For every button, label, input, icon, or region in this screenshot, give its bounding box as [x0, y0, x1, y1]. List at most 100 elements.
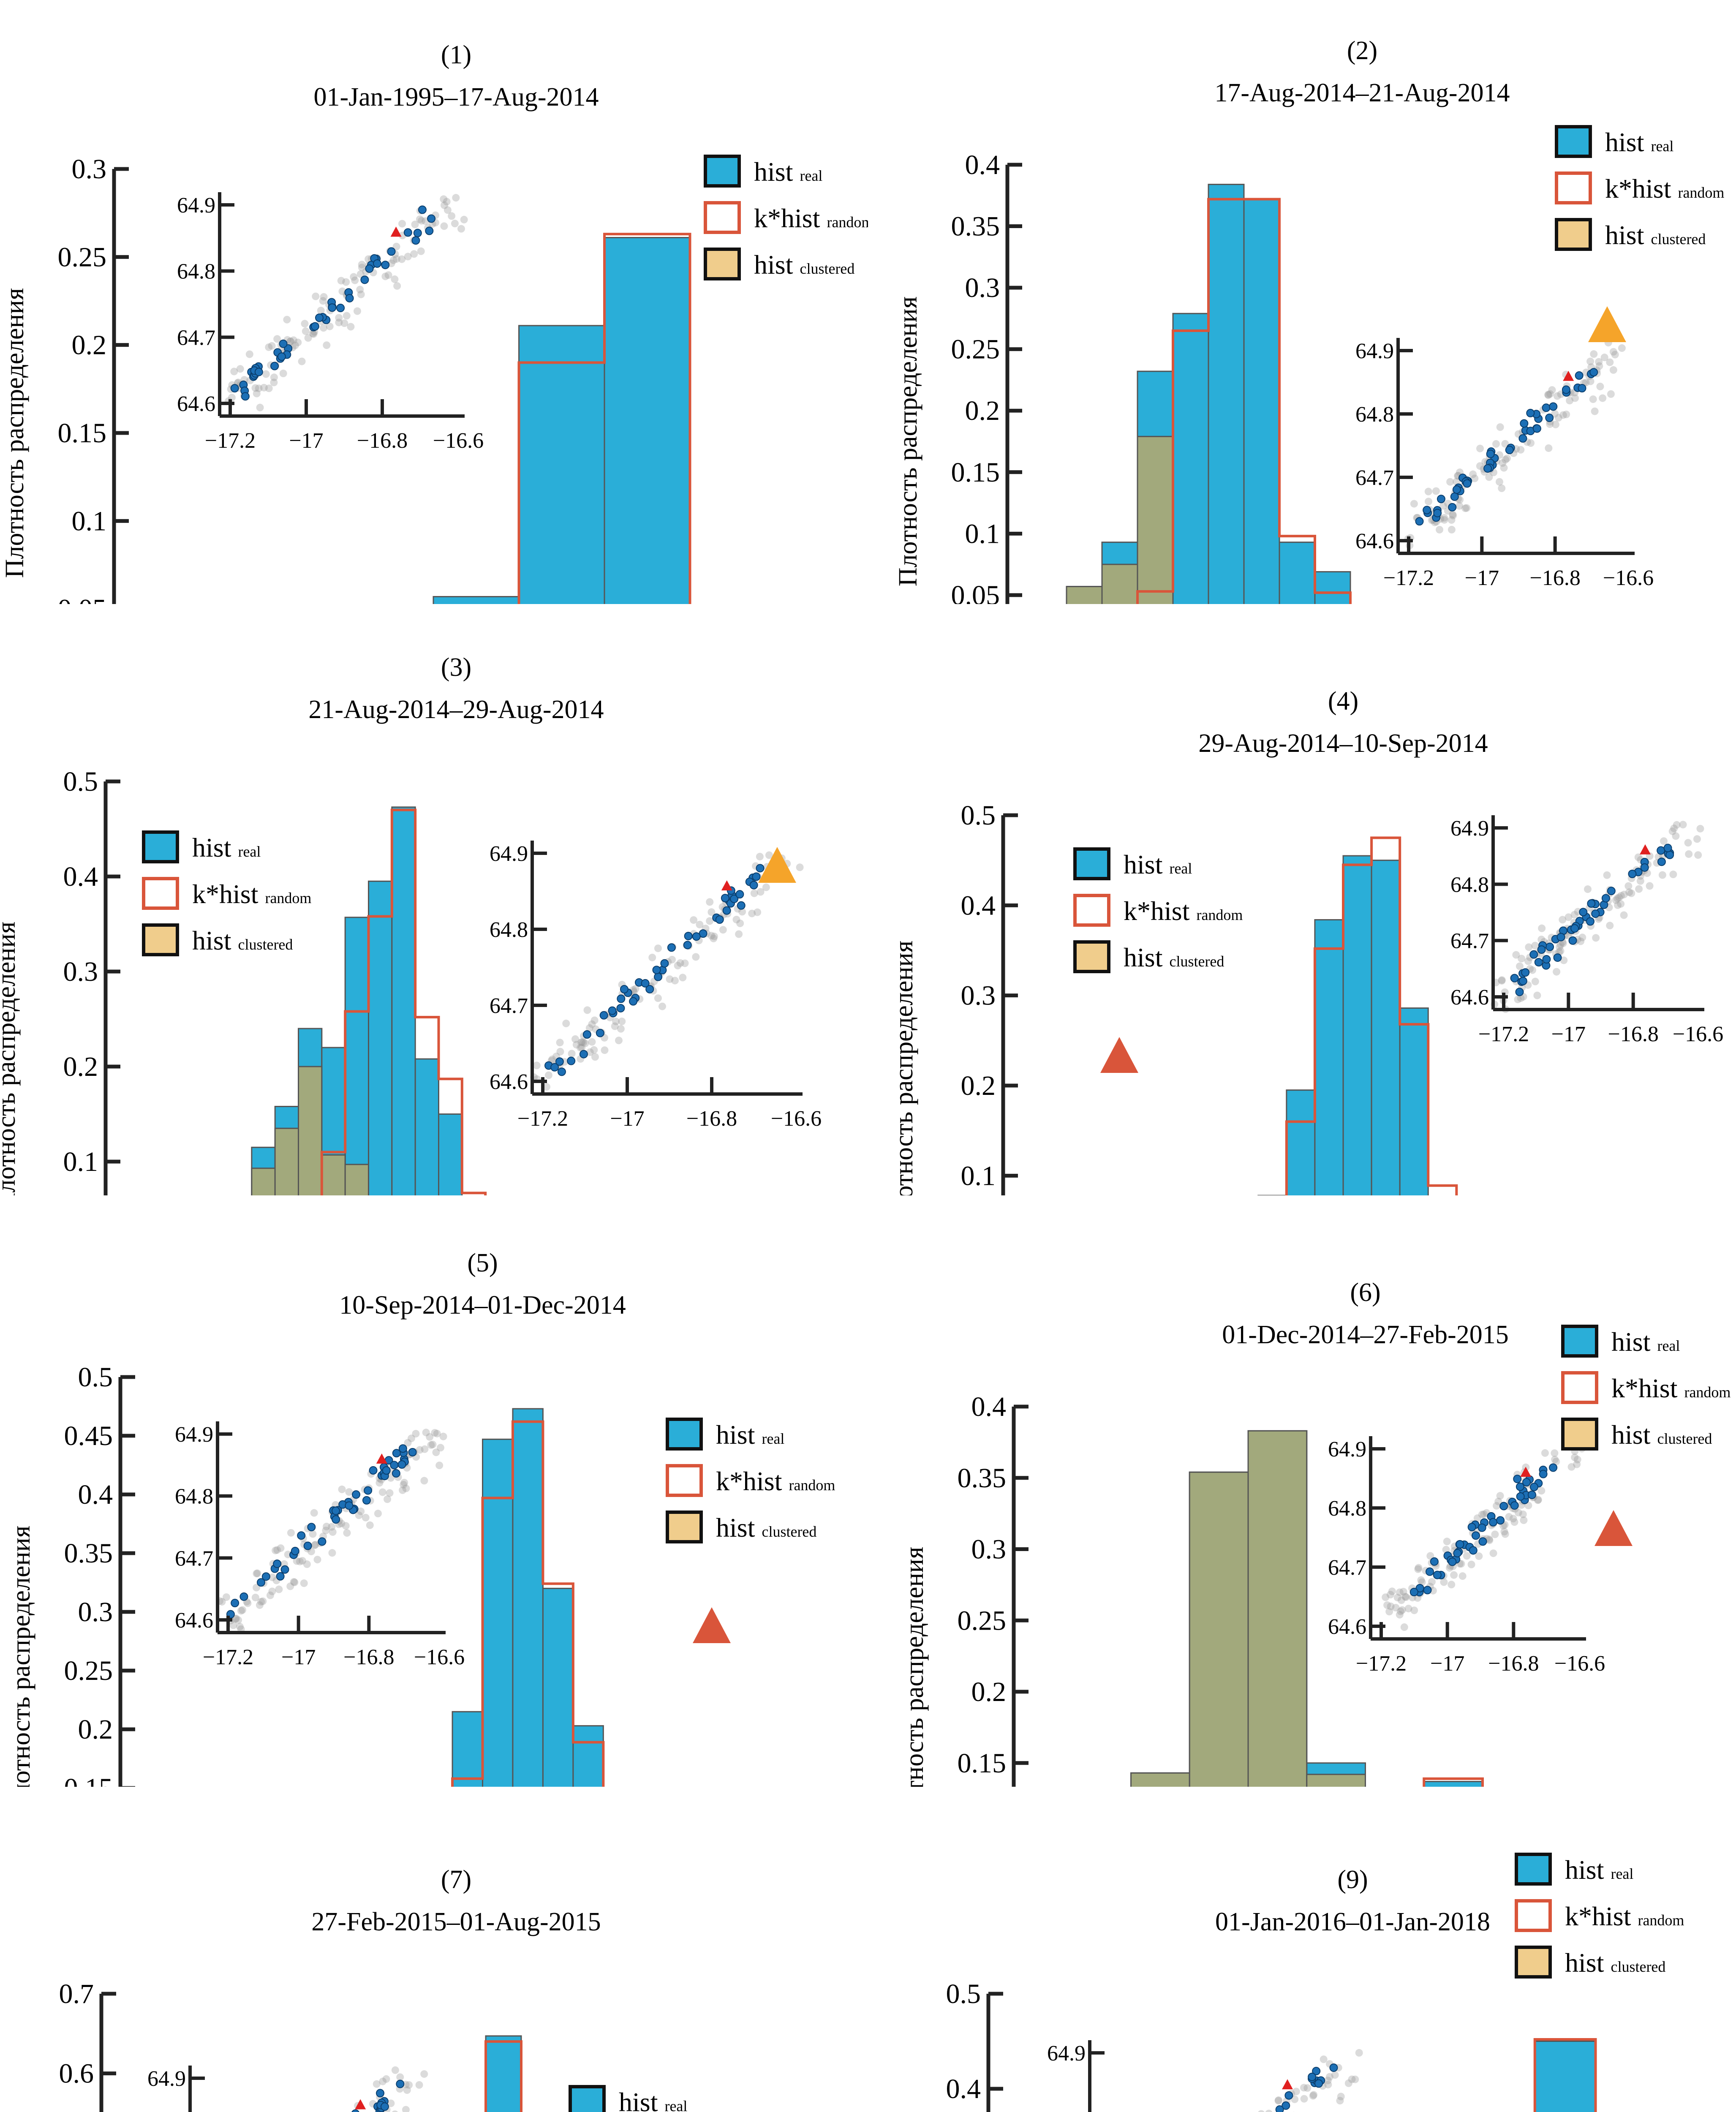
inset-background-point — [1397, 1607, 1405, 1615]
inset-background-point — [457, 225, 465, 233]
inset-event-point — [684, 931, 693, 940]
legend-swatch-clustered — [142, 923, 179, 956]
inset-background-point — [1527, 439, 1535, 447]
inset-event-point — [1469, 1546, 1478, 1555]
inset-background-point — [1496, 1492, 1504, 1500]
legend-swatch-random — [1073, 894, 1110, 927]
line-k-hist-random — [1136, 198, 1352, 604]
inset-background-point — [1476, 444, 1484, 452]
inset-background-point — [1500, 1527, 1508, 1535]
inset-event-point — [645, 985, 654, 993]
chart-panel: (9)01-Jan-2016–01-Jan-2018−10−8−6−4−202−… — [868, 1795, 1736, 2112]
inset-background-point — [328, 1549, 336, 1557]
triangle-marker-icon — [1100, 1037, 1138, 1073]
legend-subscript: random — [789, 1477, 835, 1494]
inset-background-point — [679, 974, 687, 982]
inset-background-point — [1531, 977, 1539, 985]
inset-x-tick-label: −17 — [610, 1107, 644, 1131]
inset-background-point — [1534, 1496, 1542, 1504]
inset-event-point — [1510, 974, 1519, 983]
inset-background-point — [1382, 1593, 1390, 1601]
inset-background-point — [460, 215, 468, 223]
bar-hist-clustered — [1247, 1430, 1308, 1787]
inset-background-point — [1450, 1571, 1458, 1579]
inset-background-point — [1351, 2075, 1359, 2083]
inset-background-point — [347, 323, 355, 331]
inset-background-point — [303, 1560, 311, 1568]
inset-background-point — [590, 1016, 599, 1024]
inset-background-point — [1463, 1552, 1471, 1560]
inset-background-point — [291, 341, 299, 349]
inset-background — [218, 1421, 446, 1633]
inset-background-point — [585, 1024, 593, 1032]
inset-y-tick-label: 64.7 — [490, 994, 528, 1018]
bar-hist-clustered — [321, 1154, 346, 1195]
inset-y-tick-label: 64.7 — [177, 326, 215, 350]
inset-background-point — [1399, 1588, 1407, 1596]
inset-background-point — [707, 908, 716, 916]
inset-background-point — [253, 1584, 261, 1592]
inset-background-point — [1501, 440, 1509, 448]
inset-background-point — [289, 336, 297, 344]
inset-event-point — [1486, 449, 1495, 458]
panel-number: (7) — [441, 1865, 471, 1894]
y-tick-label: 0.4 — [971, 1391, 1007, 1422]
inset-event-point — [1516, 1492, 1525, 1501]
bar-hist-real — [391, 806, 416, 1195]
legend: hist real k*hist random hist clustered — [1515, 1853, 1684, 1979]
y-tick-label: 0.5 — [78, 1362, 113, 1393]
inset-event-point — [1640, 863, 1649, 872]
inset-epicenter-marker — [721, 880, 732, 890]
inset-background-point — [319, 324, 327, 332]
chart-svg: (5)10-Sep-2014–01-Dec-2014−10−8−6−4−2020… — [7, 1249, 835, 1787]
inset-y-tick-label: 64.8 — [490, 918, 528, 942]
inset-background-point — [1344, 2079, 1352, 2087]
inset-event-point — [345, 1501, 354, 1510]
y-tick-label: 0.6 — [59, 2058, 94, 2089]
inset-background-point — [1502, 456, 1510, 464]
panel-number: (6) — [1350, 1278, 1380, 1307]
chart-title: 21-Aug-2014–29-Aug-2014 — [308, 695, 604, 724]
inset-background-point — [322, 1527, 330, 1535]
inset-event-point — [303, 1541, 312, 1550]
inset-event-point — [756, 864, 765, 873]
inset-background-point — [1670, 825, 1678, 833]
inset-event-point — [596, 1029, 604, 1037]
inset-y-tick-label: 64.8 — [175, 1485, 213, 1509]
inset-event-point — [1450, 492, 1459, 501]
inset-background-point — [355, 1511, 363, 1519]
inset-background-point — [1404, 1605, 1412, 1613]
inset-background-point — [256, 1601, 264, 1609]
inset-event-point — [1314, 2079, 1323, 2088]
inset-background-point — [1573, 1456, 1581, 1464]
bar-hist-clustered — [1306, 1774, 1366, 1787]
inset-background-point — [1485, 1535, 1493, 1543]
inset-event-point — [1579, 908, 1588, 917]
inset-background-point — [601, 1046, 609, 1054]
inset-background-point — [439, 1432, 447, 1440]
inset-event-point — [1282, 2101, 1290, 2110]
y-tick-label: 0.4 — [63, 861, 98, 892]
bar-hist-real — [1314, 571, 1351, 604]
bar-hist-real — [1371, 860, 1401, 1195]
bar-hist-clustered — [1137, 435, 1174, 604]
inset-background-point — [1537, 1487, 1546, 1495]
y-tick-label: 0.3 — [72, 154, 107, 185]
inset-background-point — [710, 934, 718, 942]
inset-event-point — [654, 972, 663, 981]
inset-background-point — [265, 343, 273, 351]
inset-background-point — [1553, 392, 1561, 400]
inset-background-point — [410, 250, 418, 258]
inset-background-point — [577, 1044, 585, 1052]
inset-x-tick-label: −17.2 — [203, 1645, 253, 1669]
inset-map: −17.2 −17 −16.8 −16.6 64.9 64.8 64.7 64.6 — [490, 841, 822, 1131]
legend-label-random: k*hist random — [192, 879, 311, 909]
inset-background-point — [265, 384, 273, 392]
inset-background-point — [1386, 1591, 1394, 1599]
inset-event-point — [749, 881, 758, 890]
inset-background-point — [681, 959, 689, 967]
inset-background-point — [1567, 1463, 1575, 1471]
inset-background-point — [1603, 871, 1611, 879]
inset-background-point — [1551, 1449, 1559, 1457]
inset-background-point — [279, 370, 287, 378]
